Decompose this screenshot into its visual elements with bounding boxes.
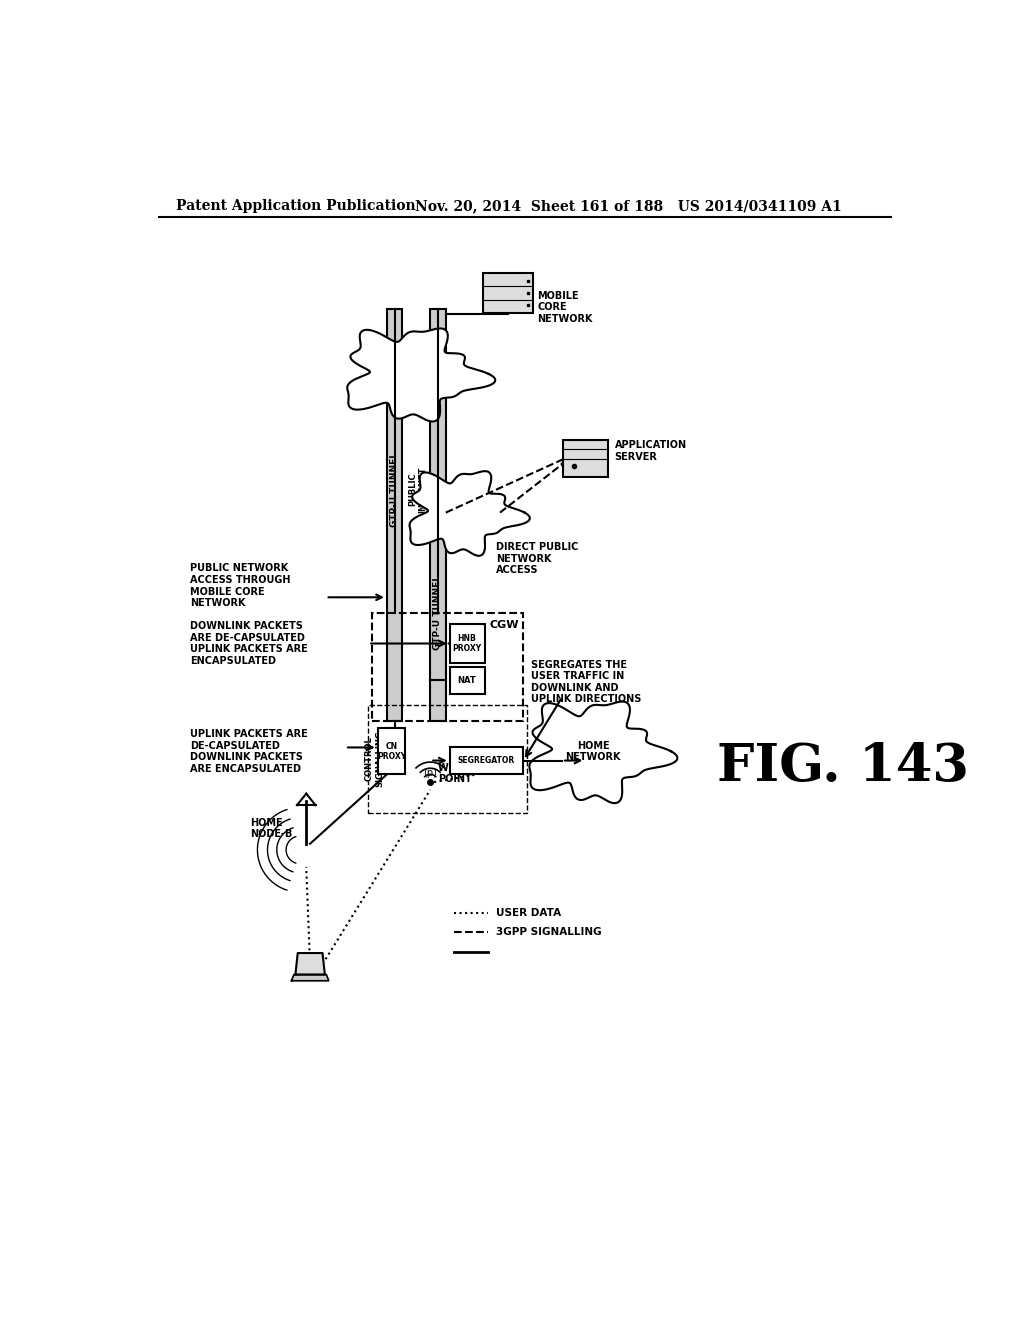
Bar: [378, 729, 406, 775]
Bar: [450, 624, 484, 663]
Text: 3GPP SIGNALLING: 3GPP SIGNALLING: [496, 927, 602, 937]
Bar: [482, 273, 532, 313]
Text: USER DATA: USER DATA: [496, 908, 561, 917]
Text: WIFI ACCESS
POINT: WIFI ACCESS POINT: [438, 763, 508, 784]
Polygon shape: [292, 974, 329, 981]
Text: CONTROL
SIGNALLING: CONTROL SIGNALLING: [365, 731, 384, 787]
Text: DIRECT PUBLIC
NETWORK
ACCESS: DIRECT PUBLIC NETWORK ACCESS: [496, 543, 579, 576]
Text: HOME
NODE-B: HOME NODE-B: [250, 817, 292, 840]
Text: HOME
NETWORK: HOME NETWORK: [565, 741, 621, 762]
Text: FIG. 143: FIG. 143: [717, 742, 969, 792]
Text: UPLINK PACKETS ARE
DE-CAPSULATED
DOWNLINK PACKETS
ARE ENCAPSULATED: UPLINK PACKETS ARE DE-CAPSULATED DOWNLIN…: [190, 729, 308, 774]
Polygon shape: [529, 701, 678, 803]
Polygon shape: [295, 953, 325, 974]
Bar: [450, 747, 523, 775]
Bar: [430, 309, 445, 721]
Bar: [450, 667, 484, 693]
Text: SEGREGATOR: SEGREGATOR: [458, 756, 515, 766]
Text: APPLICATION
SERVER: APPLICATION SERVER: [614, 440, 687, 462]
Text: CGW: CGW: [489, 620, 519, 631]
Bar: [372, 612, 523, 721]
Text: Patent Application Publication: Patent Application Publication: [176, 199, 416, 213]
Polygon shape: [410, 471, 529, 556]
Text: (p): (p): [423, 768, 437, 779]
Text: PUBLIC NETWORK
ACCESS THROUGH
MOBILE CORE
NETWORK: PUBLIC NETWORK ACCESS THROUGH MOBILE COR…: [190, 564, 291, 609]
Bar: [369, 705, 527, 813]
Text: GTP-U TUNNEL: GTP-U TUNNEL: [433, 576, 442, 651]
Bar: [387, 309, 402, 721]
Polygon shape: [347, 329, 496, 421]
Text: CN
PROXY: CN PROXY: [377, 742, 407, 762]
Text: DOWNLINK PACKETS
ARE DE-CAPSULATED
UPLINK PACKETS ARE
ENCAPSULATED: DOWNLINK PACKETS ARE DE-CAPSULATED UPLIN…: [190, 622, 308, 665]
Bar: [563, 441, 607, 478]
Text: SEGREGATES THE
USER TRAFFIC IN
DOWNLINK AND
UPLINK DIRECTIONS: SEGREGATES THE USER TRAFFIC IN DOWNLINK …: [531, 660, 641, 705]
Text: Nov. 20, 2014  Sheet 161 of 188   US 2014/0341109 A1: Nov. 20, 2014 Sheet 161 of 188 US 2014/0…: [415, 199, 842, 213]
Text: PUBLIC
INTERNET: PUBLIC INTERNET: [409, 466, 428, 512]
Text: GTP-U TUNNEL: GTP-U TUNNEL: [390, 451, 399, 527]
Text: HNB
PROXY: HNB PROXY: [453, 634, 481, 653]
Text: NAT: NAT: [458, 676, 476, 685]
Text: MOBILE
CORE
NETWORK: MOBILE CORE NETWORK: [538, 290, 593, 323]
